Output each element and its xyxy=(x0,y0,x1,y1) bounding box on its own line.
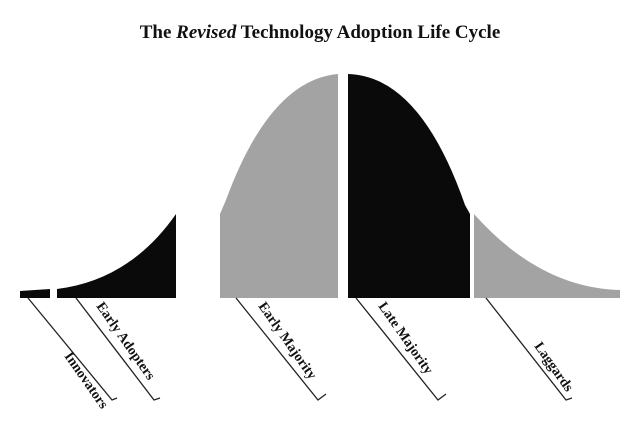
segment-early-majority xyxy=(220,74,338,298)
title-emphasis: Revised xyxy=(176,22,237,43)
leader-line-innovators xyxy=(27,297,118,401)
label-early-majority: Early Majority xyxy=(255,300,319,383)
segment-innovators xyxy=(20,289,50,298)
segment-early-adopters xyxy=(57,214,176,298)
label-innovators: Innovators xyxy=(61,350,111,413)
diagram-title: The Revised Technology Adoption Life Cyc… xyxy=(0,22,640,44)
leader-line-early-majority xyxy=(235,297,327,401)
segment-late-majority xyxy=(348,74,470,298)
label-laggards: Laggards xyxy=(531,340,576,396)
leader-line-laggards xyxy=(485,297,573,401)
leader-line-early-adopters xyxy=(75,297,161,401)
leader-line-late-majority xyxy=(355,297,447,401)
title-suffix: Technology Adoption Life Cycle xyxy=(236,22,501,43)
label-early-adopters: Early Adopters xyxy=(93,300,158,384)
label-late-majority: Late Majority xyxy=(375,300,436,378)
title-prefix: The xyxy=(139,22,177,43)
segment-laggards xyxy=(474,214,620,298)
